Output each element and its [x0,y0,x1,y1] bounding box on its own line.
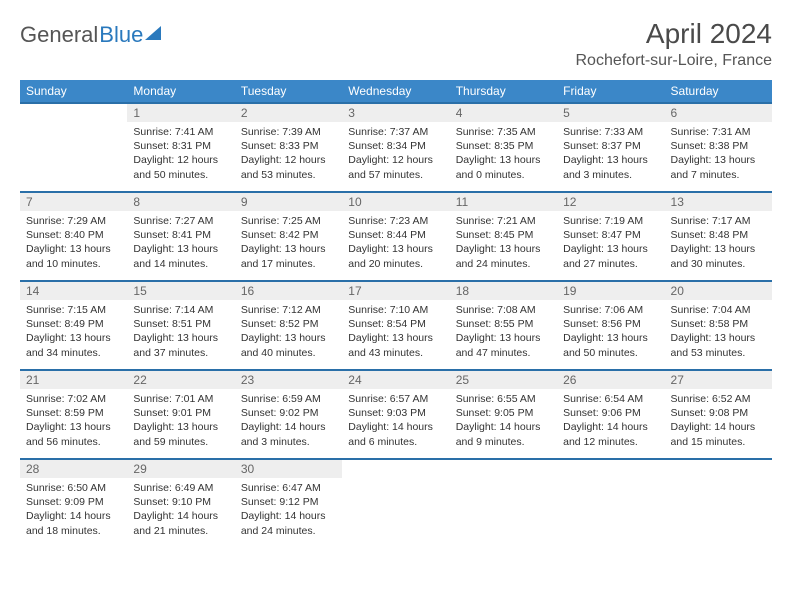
day-number-row: 78910111213 [20,192,772,211]
weekday-header: Saturday [665,80,772,103]
weekday-header: Friday [557,80,664,103]
day-content-cell [557,478,664,548]
day-content-cell: Sunrise: 6:49 AMSunset: 9:10 PMDaylight:… [127,478,234,548]
weekday-header: Thursday [450,80,557,103]
day-content-cell: Sunrise: 7:15 AMSunset: 8:49 PMDaylight:… [20,300,127,370]
day-content-cell: Sunrise: 7:08 AMSunset: 8:55 PMDaylight:… [450,300,557,370]
day-content-cell: Sunrise: 6:52 AMSunset: 9:08 PMDaylight:… [665,389,772,459]
day-content-cell: Sunrise: 7:14 AMSunset: 8:51 PMDaylight:… [127,300,234,370]
day-number-cell: 18 [450,281,557,300]
weekday-header: Tuesday [235,80,342,103]
day-number-cell: 29 [127,459,234,478]
day-content-cell: Sunrise: 6:55 AMSunset: 9:05 PMDaylight:… [450,389,557,459]
day-number-cell: 10 [342,192,449,211]
calendar-table: Sunday Monday Tuesday Wednesday Thursday… [20,80,772,548]
title-block: April 2024 Rochefort-sur-Loire, France [575,18,772,70]
day-number-row: 282930 [20,459,772,478]
day-content-cell: Sunrise: 7:29 AMSunset: 8:40 PMDaylight:… [20,211,127,281]
day-content-cell [20,122,127,192]
day-number-cell: 12 [557,192,664,211]
day-content-cell: Sunrise: 7:31 AMSunset: 8:38 PMDaylight:… [665,122,772,192]
day-content-row: Sunrise: 7:29 AMSunset: 8:40 PMDaylight:… [20,211,772,281]
day-content-cell: Sunrise: 7:35 AMSunset: 8:35 PMDaylight:… [450,122,557,192]
weekday-header-row: Sunday Monday Tuesday Wednesday Thursday… [20,80,772,103]
day-content-cell: Sunrise: 7:33 AMSunset: 8:37 PMDaylight:… [557,122,664,192]
day-content-cell: Sunrise: 7:12 AMSunset: 8:52 PMDaylight:… [235,300,342,370]
logo-text-general: General [20,22,98,48]
day-number-cell: 24 [342,370,449,389]
day-number-cell: 11 [450,192,557,211]
day-content-cell: Sunrise: 7:41 AMSunset: 8:31 PMDaylight:… [127,122,234,192]
day-content-cell: Sunrise: 7:37 AMSunset: 8:34 PMDaylight:… [342,122,449,192]
day-number-cell [665,459,772,478]
day-content-cell: Sunrise: 7:39 AMSunset: 8:33 PMDaylight:… [235,122,342,192]
weekday-header: Monday [127,80,234,103]
day-content-row: Sunrise: 6:50 AMSunset: 9:09 PMDaylight:… [20,478,772,548]
day-content-cell: Sunrise: 7:10 AMSunset: 8:54 PMDaylight:… [342,300,449,370]
day-number-cell: 1 [127,103,234,122]
logo-text-blue: Blue [99,22,143,48]
day-number-row: 21222324252627 [20,370,772,389]
day-number-cell: 21 [20,370,127,389]
day-content-cell: Sunrise: 6:59 AMSunset: 9:02 PMDaylight:… [235,389,342,459]
day-number-cell: 4 [450,103,557,122]
calendar-page: General Blue April 2024 Rochefort-sur-Lo… [0,0,792,558]
day-number-cell: 27 [665,370,772,389]
day-number-cell: 17 [342,281,449,300]
location-label: Rochefort-sur-Loire, France [575,52,772,70]
day-number-cell: 16 [235,281,342,300]
day-content-cell: Sunrise: 7:25 AMSunset: 8:42 PMDaylight:… [235,211,342,281]
day-number-row: 123456 [20,103,772,122]
day-number-cell: 7 [20,192,127,211]
day-content-cell: Sunrise: 7:17 AMSunset: 8:48 PMDaylight:… [665,211,772,281]
day-content-cell: Sunrise: 6:54 AMSunset: 9:06 PMDaylight:… [557,389,664,459]
day-content-cell: Sunrise: 6:50 AMSunset: 9:09 PMDaylight:… [20,478,127,548]
day-content-cell [450,478,557,548]
day-content-cell: Sunrise: 7:23 AMSunset: 8:44 PMDaylight:… [342,211,449,281]
day-number-cell [20,103,127,122]
month-title: April 2024 [575,18,772,50]
day-number-cell: 26 [557,370,664,389]
day-content-cell: Sunrise: 7:04 AMSunset: 8:58 PMDaylight:… [665,300,772,370]
day-number-cell: 22 [127,370,234,389]
day-number-cell: 14 [20,281,127,300]
day-number-cell: 30 [235,459,342,478]
day-content-cell: Sunrise: 7:06 AMSunset: 8:56 PMDaylight:… [557,300,664,370]
day-number-cell [557,459,664,478]
day-number-cell: 9 [235,192,342,211]
day-number-cell: 6 [665,103,772,122]
logo-triangle-icon [145,26,161,40]
day-content-cell: Sunrise: 7:27 AMSunset: 8:41 PMDaylight:… [127,211,234,281]
day-content-cell: Sunrise: 7:01 AMSunset: 9:01 PMDaylight:… [127,389,234,459]
day-number-row: 14151617181920 [20,281,772,300]
day-content-row: Sunrise: 7:41 AMSunset: 8:31 PMDaylight:… [20,122,772,192]
day-number-cell: 5 [557,103,664,122]
day-number-cell: 23 [235,370,342,389]
day-content-cell [665,478,772,548]
day-content-cell: Sunrise: 7:19 AMSunset: 8:47 PMDaylight:… [557,211,664,281]
day-content-row: Sunrise: 7:02 AMSunset: 8:59 PMDaylight:… [20,389,772,459]
day-number-cell: 19 [557,281,664,300]
day-number-cell: 3 [342,103,449,122]
day-content-cell: Sunrise: 6:57 AMSunset: 9:03 PMDaylight:… [342,389,449,459]
day-number-cell: 2 [235,103,342,122]
day-number-cell: 20 [665,281,772,300]
header: General Blue April 2024 Rochefort-sur-Lo… [20,18,772,70]
weekday-header: Wednesday [342,80,449,103]
day-number-cell: 28 [20,459,127,478]
day-content-row: Sunrise: 7:15 AMSunset: 8:49 PMDaylight:… [20,300,772,370]
day-number-cell: 8 [127,192,234,211]
day-content-cell [342,478,449,548]
day-content-cell: Sunrise: 7:02 AMSunset: 8:59 PMDaylight:… [20,389,127,459]
weekday-header: Sunday [20,80,127,103]
day-number-cell: 25 [450,370,557,389]
day-number-cell [342,459,449,478]
day-number-cell [450,459,557,478]
day-number-cell: 13 [665,192,772,211]
day-number-cell: 15 [127,281,234,300]
day-content-cell: Sunrise: 7:21 AMSunset: 8:45 PMDaylight:… [450,211,557,281]
day-content-cell: Sunrise: 6:47 AMSunset: 9:12 PMDaylight:… [235,478,342,548]
logo: General Blue [20,22,161,48]
